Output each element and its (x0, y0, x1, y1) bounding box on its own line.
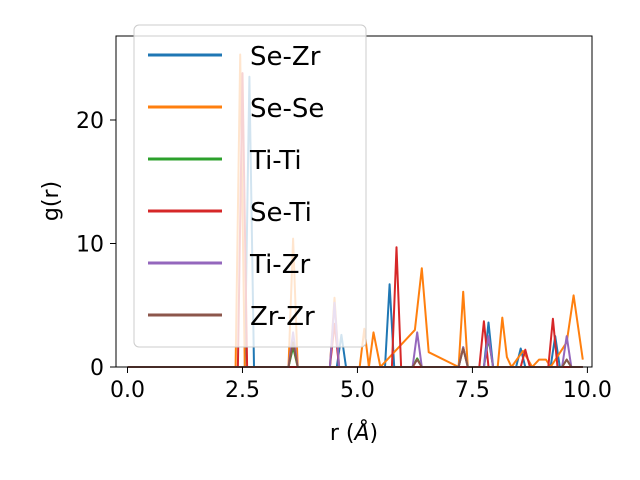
x-tick-label: 10.0 (563, 378, 612, 403)
legend-label-se-se: Se-Se (250, 94, 324, 124)
x-tick-label: 7.5 (455, 378, 490, 403)
legend: Se-Zr Se-Se Ti-Ti Se-Ti Ti-Zr Zr-Zr (133, 24, 367, 348)
x-tick-label: 5.0 (340, 378, 375, 403)
x-axis: 0.0 2.5 5.0 7.5 10.0 (110, 367, 612, 403)
legend-label-ti-ti: Ti-Ti (249, 146, 302, 176)
x-tick-label: 2.5 (225, 378, 260, 403)
x-axis-unit: Å (352, 419, 369, 446)
legend-label-zr-zr: Zr-Zr (250, 302, 315, 332)
legend-label-se-ti: Se-Ti (250, 198, 312, 228)
y-axis: 0 10 20 (76, 109, 116, 381)
legend-label-ti-zr: Ti-Zr (249, 250, 310, 280)
x-tick-label: 0.0 (110, 378, 145, 403)
legend-label-se-zr: Se-Zr (250, 42, 321, 72)
y-tick-label: 20 (76, 109, 104, 134)
legend-frame (133, 24, 367, 348)
y-tick-label: 0 (90, 356, 104, 381)
x-axis-label: r (Å) (330, 419, 378, 446)
y-tick-label: 10 (76, 232, 104, 257)
y-axis-label: g(r) (39, 181, 64, 221)
